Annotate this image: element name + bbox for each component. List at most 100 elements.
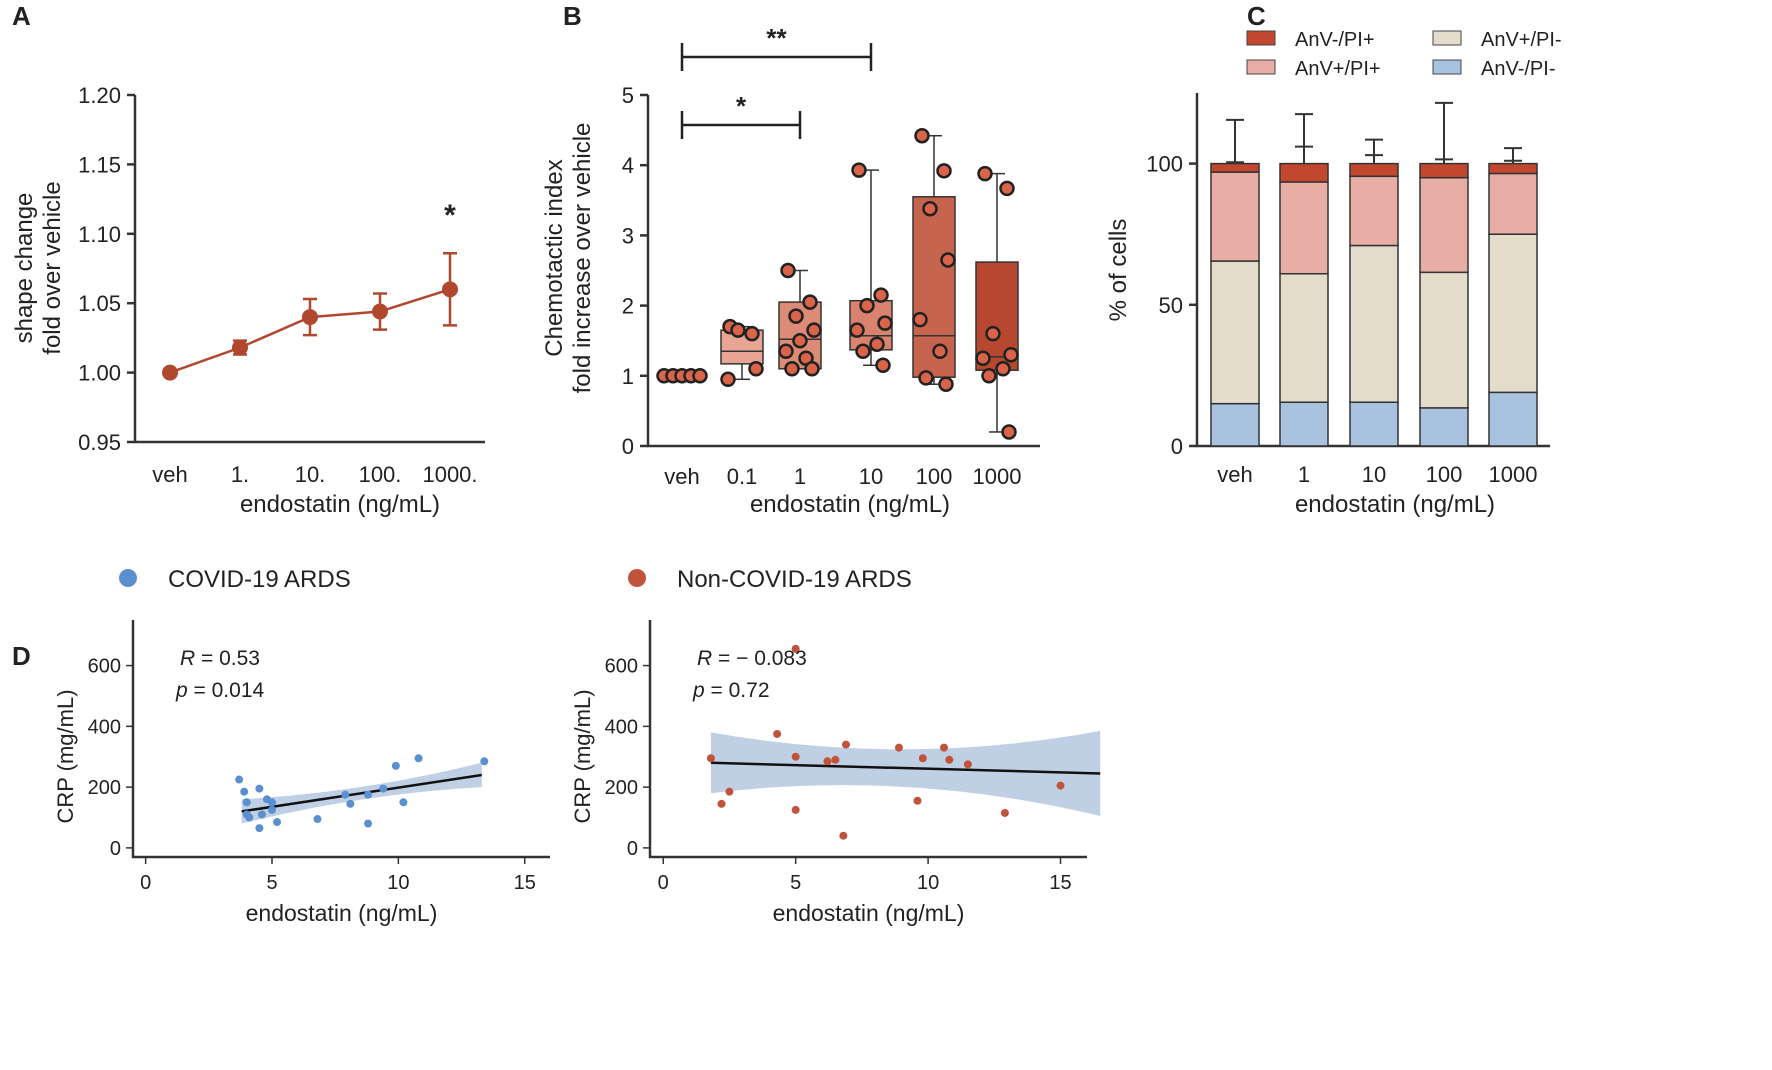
x-tick-label: 100 <box>1426 462 1463 487</box>
y-axis-label: CRP (mg/mL) <box>570 689 595 823</box>
data-point <box>995 361 1011 377</box>
bar-segment <box>1488 233 1538 394</box>
data-point <box>364 790 373 799</box>
x-tick-label: 0 <box>658 872 669 894</box>
bar-segment <box>1279 401 1329 447</box>
y-axis-label: fold over vehicle <box>39 181 66 354</box>
data-point <box>875 357 891 374</box>
y-tick-label: 1.00 <box>78 361 121 386</box>
axis-lines <box>131 620 550 859</box>
data-point <box>981 368 997 384</box>
data-point <box>985 325 1001 342</box>
legend-label: AnV+/PI- <box>1481 29 1562 51</box>
data-point <box>939 743 948 752</box>
data-point <box>831 755 840 764</box>
data-point <box>936 163 952 179</box>
data-point <box>839 831 848 840</box>
regression-line <box>710 761 1101 775</box>
error-bar <box>1295 113 1313 164</box>
data-point <box>859 297 875 314</box>
bar-segment <box>1419 162 1469 179</box>
bar-segment <box>1279 162 1329 183</box>
panel-d-covid-scatter: 0 200 400 600 0 5 10 15 endostatin (ng/mL) CRP (m… <box>53 566 550 926</box>
x-tick-label: veh <box>664 464 699 489</box>
significance-marker: * <box>736 91 747 121</box>
y-tick-label: 0 <box>627 838 638 860</box>
stat-p-value: = 0.72 <box>705 679 770 702</box>
x-tick-label: 1000. <box>422 462 477 487</box>
axis-lines <box>648 620 1087 859</box>
panel-c-stacked-bar-chart: 0 50 100 veh 1 10 100 1000 endostatin (ng/mL) % o… <box>1105 29 1562 518</box>
data-point <box>851 162 867 178</box>
stat-r-symbol: R <box>697 647 712 670</box>
regression-line <box>241 773 482 813</box>
legend-marker <box>628 569 646 587</box>
data-point <box>748 361 764 377</box>
legend-marker <box>119 569 137 587</box>
data-point <box>841 740 850 749</box>
x-tick-label: 5 <box>790 872 801 894</box>
x-tick-label: 15 <box>1049 872 1071 894</box>
bar-segment <box>1349 175 1399 247</box>
legend-label: AnV-/PI+ <box>1295 29 1375 51</box>
panel-b-box-plot: 0 1 2 3 4 5 veh 0.1 1 10 100 1000 endostatin (ng/mL)… <box>541 23 1040 518</box>
data-point <box>894 743 903 752</box>
bar-segment <box>1349 162 1399 178</box>
panel-label-b: B <box>563 1 582 31</box>
y-axis-label: shape change <box>11 193 38 344</box>
data-point <box>232 339 248 356</box>
bar-segment <box>1210 260 1260 405</box>
y-tick-label: 100 <box>1146 152 1183 177</box>
x-tick-label: 100 <box>916 464 953 489</box>
legend-swatch <box>1432 30 1462 46</box>
legend-label: AnV+/PI+ <box>1295 58 1381 80</box>
y-axis-label: CRP (mg/mL) <box>53 689 78 823</box>
x-tick-label: 10 <box>917 872 939 894</box>
stat-p: p = 0.014 <box>175 679 264 702</box>
data-point <box>399 798 408 807</box>
panel-label-d: D <box>12 641 31 671</box>
significance-bracket <box>680 43 873 71</box>
y-tick-label: 3 <box>622 223 634 248</box>
legend-swatch <box>1246 59 1276 75</box>
data-point <box>788 308 804 324</box>
x-tick-label: 1000 <box>973 464 1022 489</box>
data-point <box>977 165 993 182</box>
x-tick-label: 1 <box>794 464 806 489</box>
y-tick-label: 0 <box>110 838 121 860</box>
stat-r: R = − 0.083 <box>697 647 807 670</box>
bar-segment <box>1419 271 1469 409</box>
data-point <box>725 787 734 796</box>
error-bar <box>1226 118 1244 164</box>
x-axis-label: endostatin (ng/mL) <box>1295 491 1495 518</box>
x-tick-label: 10. <box>295 462 326 487</box>
data-point <box>792 332 808 349</box>
data-point <box>744 325 760 342</box>
data-point <box>162 364 178 381</box>
y-tick-label: 0.95 <box>78 430 121 455</box>
data-point <box>918 370 934 386</box>
data-point <box>730 322 746 338</box>
x-tick-label: 0 <box>140 872 151 894</box>
x-tick-label: 1. <box>231 462 249 487</box>
data-point <box>1003 346 1019 363</box>
data-point <box>268 798 276 807</box>
y-tick-label: 400 <box>88 716 121 738</box>
y-tick-label: 4 <box>622 153 634 178</box>
significance-bracket <box>680 111 802 139</box>
data-point <box>692 368 708 384</box>
y-axis-label: % of cells <box>1105 219 1132 322</box>
data-point <box>302 309 318 326</box>
x-tick-label: 10 <box>387 872 409 894</box>
bar-segment <box>1279 181 1329 275</box>
legend-swatch <box>1246 30 1276 46</box>
data-point <box>791 805 800 814</box>
data-point <box>873 287 889 303</box>
bar-segment <box>1279 272 1329 403</box>
x-tick-label: 5 <box>266 872 277 894</box>
bar-segment <box>1488 172 1538 235</box>
data-point <box>240 787 249 796</box>
panel-d-noncovid-scatter: 0 200 400 600 0 5 10 15 endostatin (ng/mL) CRP (m… <box>570 566 1101 926</box>
error-bar <box>1435 101 1453 164</box>
data-point <box>999 180 1015 197</box>
